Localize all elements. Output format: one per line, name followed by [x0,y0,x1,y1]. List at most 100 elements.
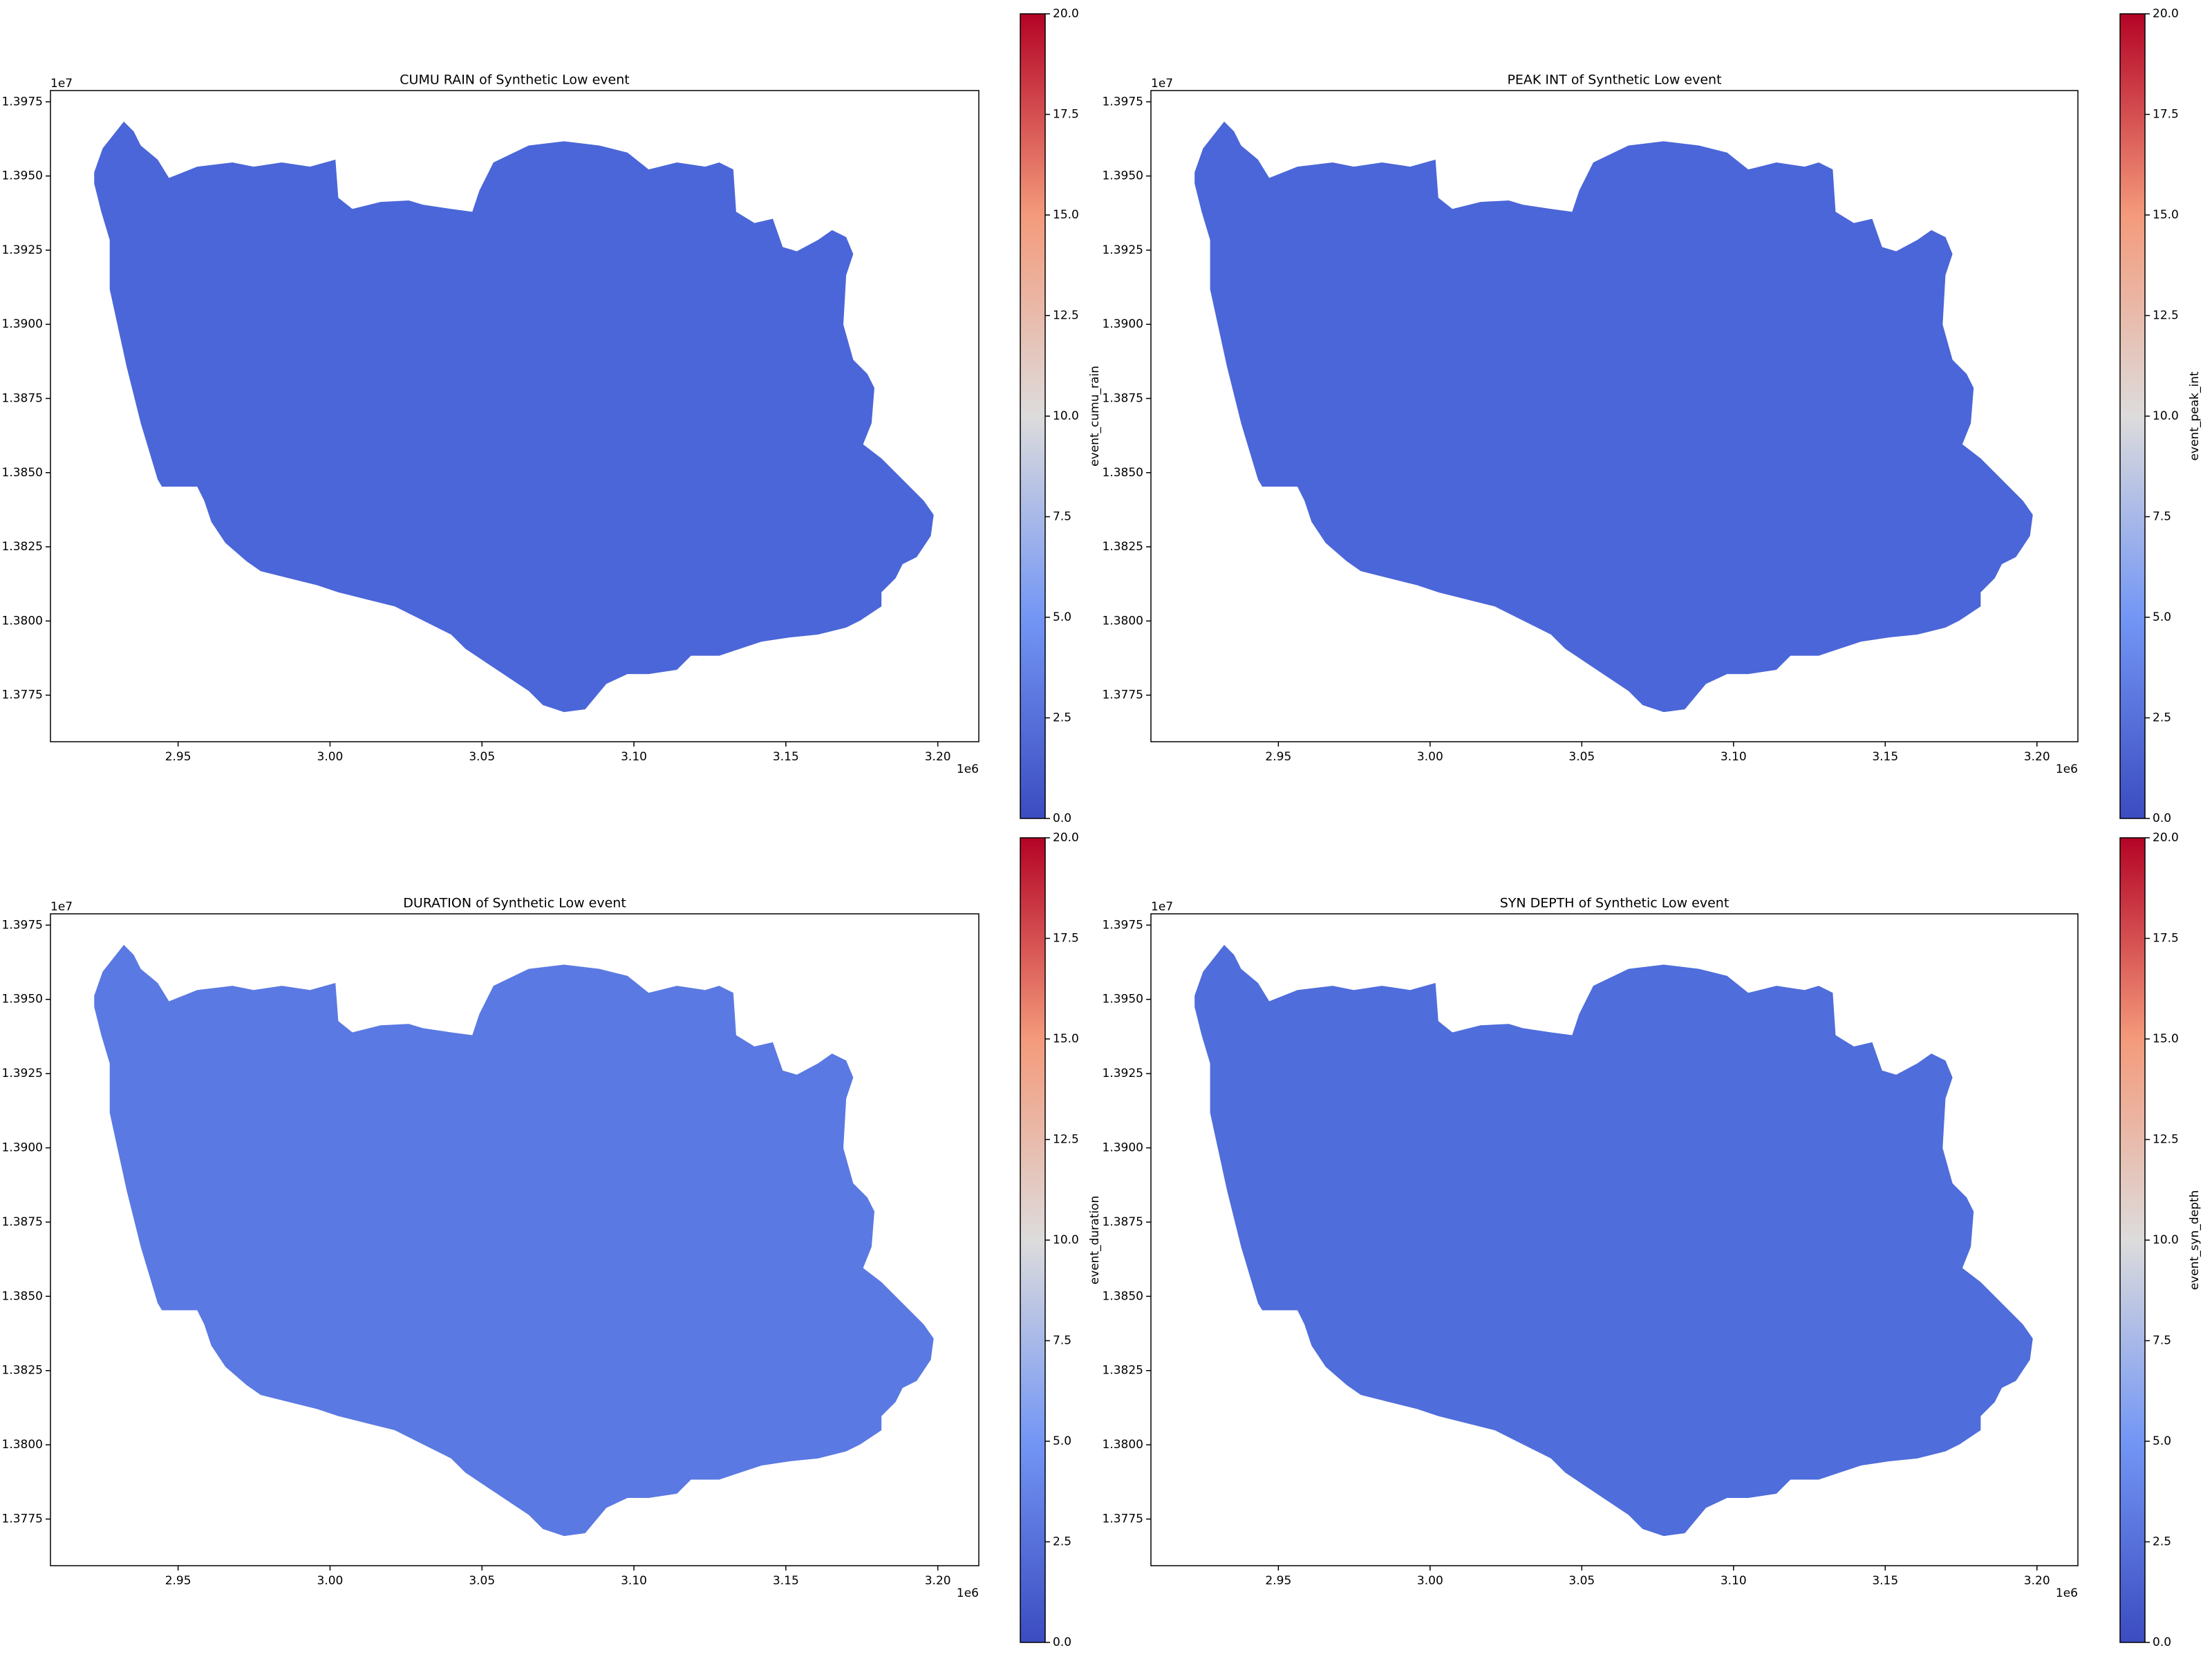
y-tick-label: 1.3775 [2,688,43,702]
x-tick-label: 3.15 [773,750,799,764]
basin-map [1194,121,2033,713]
x-tick-label: 3.00 [1417,750,1443,764]
y-tick-label: 1.3950 [2,993,43,1006]
x-tick-label: 3.05 [1568,1574,1595,1588]
y-tick-label: 1.3900 [2,1141,43,1155]
y-offset-text: 1e7 [50,900,73,914]
y-tick-label: 1.3950 [2,169,43,183]
y-tick-label: 1.3975 [1103,95,1143,109]
x-offset-text: 1e6 [2056,762,2078,776]
y-tick-label: 1.3975 [2,95,43,109]
x-tick-label: 3.05 [469,750,495,764]
x-tick-label: 3.10 [621,750,647,764]
y-offset-text: 1e7 [50,77,73,91]
colorbar-label: event_peak_int [2188,371,2202,460]
colorbar-tick-label: 2.5 [1053,1535,1071,1549]
x-tick-label: 3.20 [925,1574,951,1588]
y-tick-label: 1.3925 [1103,243,1143,257]
colorbar-tick-label: 0.0 [1053,1635,1071,1649]
basin-map [94,121,934,713]
y-offset-text: 1e7 [1151,900,1173,914]
y-tick-label: 1.3800 [1103,614,1143,628]
colorbar-label: event_cumu_rain [1088,366,1102,467]
x-tick-label: 3.15 [1872,1574,1898,1588]
x-tick-label: 2.95 [165,750,191,764]
colorbar-tick-label: 7.5 [1053,1334,1071,1348]
colorbar-tick-label: 20.0 [1053,7,1079,21]
colorbar [2119,13,2146,819]
colorbar-tick-label: 15.0 [1053,208,1079,222]
x-tick-label: 3.05 [469,1574,495,1588]
colorbar-tick-label: 0.0 [2153,812,2171,825]
colorbar-tick-label: 2.5 [1053,711,1071,725]
colorbar-tick-label: 7.5 [2153,1334,2171,1348]
y-tick-label: 1.3825 [2,540,43,554]
y-tick-label: 1.3850 [2,1289,43,1303]
axes-frame [1150,90,2079,742]
colorbar [1020,837,1046,1643]
y-tick-label: 1.3900 [1103,1141,1143,1155]
colorbar [2119,837,2146,1643]
y-tick-label: 1.3875 [1103,391,1143,405]
colorbar-tick-label: 5.0 [1053,1434,1071,1448]
colorbar-label: event_duration [1088,1196,1102,1284]
colorbar-tick-label: 15.0 [2153,208,2179,222]
x-tick-label: 2.95 [1265,750,1291,764]
x-tick-label: 2.95 [165,1574,191,1588]
y-tick-label: 1.3950 [1103,169,1143,183]
colorbar-tick-label: 12.5 [1053,309,1079,323]
x-tick-label: 3.00 [1417,1574,1443,1588]
y-tick-label: 1.3775 [1103,1512,1143,1526]
colorbar-tick-label: 20.0 [1053,831,1079,845]
colorbar-tick-label: 20.0 [2153,7,2179,21]
colorbar-tick-label: 7.5 [2153,510,2171,524]
y-tick-label: 1.3850 [1103,1289,1143,1303]
axes-frame [50,90,980,742]
x-offset-text: 1e6 [2056,1586,2078,1600]
colorbar-tick-label: 17.5 [2153,932,2179,946]
chart-title: PEAK INT of Synthetic Low event [1507,73,1721,88]
y-tick-label: 1.3900 [1103,317,1143,331]
x-tick-label: 3.20 [925,750,951,764]
colorbar-tick-label: 5.0 [2153,610,2171,624]
colorbar-tick-label: 5.0 [2153,1434,2171,1448]
x-tick-label: 3.05 [1568,750,1595,764]
x-tick-label: 3.00 [317,1574,344,1588]
x-tick-label: 3.20 [2024,1574,2050,1588]
colorbar-tick-label: 15.0 [2153,1032,2179,1046]
chart-title: DURATION of Synthetic Low event [403,896,626,911]
colorbar-tick-label: 12.5 [2153,1133,2179,1147]
y-tick-label: 1.3925 [2,1067,43,1080]
colorbar-tick-label: 7.5 [1053,510,1071,524]
chart-title: CUMU RAIN of Synthetic Low event [400,73,629,88]
x-tick-label: 3.15 [773,1574,799,1588]
x-tick-label: 3.20 [2024,750,2050,764]
colorbar [1020,13,1046,819]
colorbar-tick-label: 17.5 [2153,108,2179,122]
y-tick-label: 1.3800 [2,1438,43,1452]
y-tick-label: 1.3850 [1103,466,1143,480]
colorbar-tick-label: 12.5 [1053,1133,1079,1147]
colorbar-tick-label: 10.0 [2153,1233,2179,1247]
x-tick-label: 3.10 [1721,1574,1747,1588]
y-tick-label: 1.3800 [1103,1438,1143,1452]
chart-title: SYN DEPTH of Synthetic Low event [1500,896,1730,911]
y-tick-label: 1.3875 [1103,1215,1143,1229]
y-tick-label: 1.3825 [2,1364,43,1378]
colorbar-tick-label: 17.5 [1053,108,1079,122]
x-tick-label: 2.95 [1265,1574,1291,1588]
axes-frame [50,913,980,1566]
colorbar-tick-label: 2.5 [2153,1535,2171,1549]
y-tick-label: 1.3775 [1103,688,1143,702]
colorbar-tick-label: 5.0 [1053,610,1071,624]
y-tick-label: 1.3925 [2,243,43,257]
colorbar-tick-label: 2.5 [2153,711,2171,725]
x-tick-label: 3.15 [1872,750,1898,764]
colorbar-tick-label: 10.0 [1053,1233,1079,1247]
x-tick-label: 3.00 [317,750,344,764]
x-tick-label: 3.10 [1721,750,1747,764]
y-offset-text: 1e7 [1151,77,1173,91]
y-tick-label: 1.3825 [1103,540,1143,554]
y-tick-label: 1.3975 [2,918,43,932]
